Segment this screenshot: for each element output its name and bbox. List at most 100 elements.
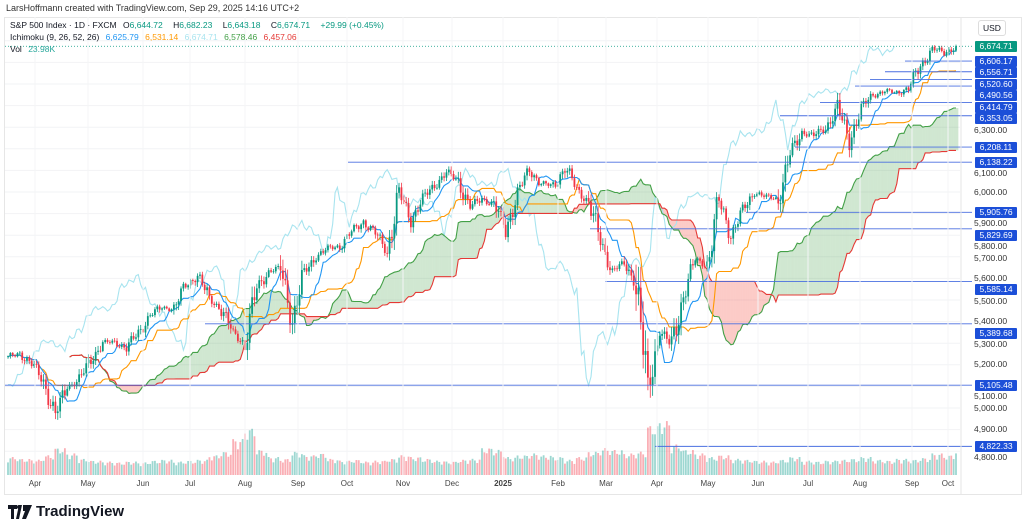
candle-body bbox=[649, 377, 652, 386]
volume-bar bbox=[594, 451, 597, 475]
chart-frame bbox=[4, 17, 1022, 495]
currency-button[interactable]: USD bbox=[978, 20, 1006, 36]
candle-body bbox=[689, 264, 692, 280]
cloud-segment bbox=[173, 365, 177, 380]
candle-body bbox=[549, 184, 552, 186]
low-label: L bbox=[222, 20, 228, 30]
volume-bar bbox=[433, 462, 436, 475]
cloud-segment bbox=[844, 192, 847, 263]
volume-bar bbox=[722, 459, 725, 475]
candle-body bbox=[308, 266, 310, 272]
candle-body bbox=[54, 401, 57, 414]
candle-body bbox=[507, 221, 509, 238]
candle-body bbox=[312, 260, 315, 263]
volume-bar bbox=[578, 457, 581, 475]
candle-body bbox=[9, 352, 12, 357]
candle-body bbox=[402, 200, 405, 202]
volume-bar bbox=[490, 448, 493, 475]
cloud-segment bbox=[199, 345, 203, 373]
symbol-name[interactable]: S&P 500 Index · 1D · FXCM bbox=[10, 20, 117, 30]
volume-bar bbox=[829, 464, 832, 475]
volume-bar bbox=[739, 460, 742, 475]
volume-bar bbox=[701, 453, 704, 475]
volume-bar bbox=[860, 457, 863, 475]
cloud-segment bbox=[135, 385, 139, 394]
volume-bar bbox=[184, 463, 187, 475]
volume-bar bbox=[173, 462, 175, 475]
cloud-segment bbox=[228, 320, 231, 363]
volume-bar bbox=[805, 461, 808, 475]
cloud-segment bbox=[197, 348, 200, 377]
volume-label[interactable]: Vol bbox=[10, 44, 22, 54]
volume-bar bbox=[308, 460, 310, 475]
cloud-segment bbox=[237, 317, 241, 361]
cloud-segment bbox=[226, 323, 229, 363]
volume-bar bbox=[628, 456, 630, 475]
candle-body bbox=[364, 220, 367, 228]
candle-body bbox=[530, 172, 533, 178]
cloud-segment bbox=[600, 190, 603, 204]
candle-body bbox=[810, 132, 813, 134]
volume-bar bbox=[317, 458, 320, 475]
volume-bar bbox=[713, 459, 716, 475]
candle-body bbox=[464, 194, 467, 200]
cloud-segment bbox=[209, 334, 212, 367]
cloud-segment bbox=[778, 251, 781, 295]
candle-body bbox=[445, 172, 448, 178]
ichimoku-label[interactable]: Ichimoku (9, 26, 52, 26) bbox=[10, 32, 100, 42]
tradingview-logo[interactable]: TradingView bbox=[8, 503, 124, 520]
cloud-segment bbox=[927, 126, 930, 153]
volume-bar bbox=[687, 454, 690, 475]
cloud-segment bbox=[766, 294, 769, 304]
volume-bar bbox=[670, 453, 673, 475]
candle-body bbox=[383, 243, 386, 253]
volume-bar bbox=[606, 450, 609, 475]
cloud-segment bbox=[908, 124, 911, 169]
cloud-segment bbox=[752, 281, 755, 317]
volume-bar bbox=[473, 460, 476, 475]
candle-body bbox=[914, 70, 917, 72]
candle-body bbox=[642, 322, 645, 355]
candle-body bbox=[106, 340, 109, 342]
candle-body bbox=[869, 93, 872, 100]
cloud-segment bbox=[939, 114, 942, 153]
candle-body bbox=[495, 201, 498, 212]
candle-body bbox=[26, 357, 28, 361]
volume-bar bbox=[426, 458, 429, 475]
volume-bar bbox=[21, 459, 24, 475]
candle-body bbox=[696, 258, 699, 261]
candle-body bbox=[590, 201, 592, 216]
volume-bar bbox=[616, 453, 618, 475]
candle-body bbox=[149, 315, 152, 317]
volume-bar bbox=[59, 453, 62, 475]
volume-bar bbox=[526, 456, 528, 475]
candle-body bbox=[173, 304, 175, 310]
candle-body bbox=[353, 225, 355, 232]
volume-bar bbox=[319, 454, 322, 475]
volume-bar bbox=[476, 463, 479, 475]
time-axis-label: Apr bbox=[650, 479, 664, 488]
candle-body bbox=[876, 94, 879, 98]
candle-body bbox=[305, 268, 308, 272]
candle-body bbox=[893, 92, 896, 94]
candle-body bbox=[665, 331, 668, 339]
volume-bar bbox=[213, 456, 216, 475]
cloud-segment bbox=[508, 198, 511, 215]
volume-bar bbox=[92, 461, 95, 475]
candle-body bbox=[687, 279, 690, 297]
candle-body bbox=[654, 351, 656, 377]
volume-bar bbox=[56, 448, 59, 475]
volume-bar bbox=[97, 462, 99, 475]
cloud-segment bbox=[354, 301, 357, 309]
candle-body bbox=[684, 296, 687, 298]
volume-bar bbox=[208, 457, 211, 475]
candle-body bbox=[910, 83, 912, 91]
candle-body bbox=[374, 227, 377, 235]
volume-bar bbox=[767, 465, 770, 475]
cloud-segment bbox=[339, 290, 343, 313]
candle-body bbox=[246, 342, 249, 351]
candle-body bbox=[379, 234, 381, 236]
level-price-badge: 6,556.71 bbox=[975, 67, 1017, 79]
volume-bar bbox=[431, 462, 434, 475]
